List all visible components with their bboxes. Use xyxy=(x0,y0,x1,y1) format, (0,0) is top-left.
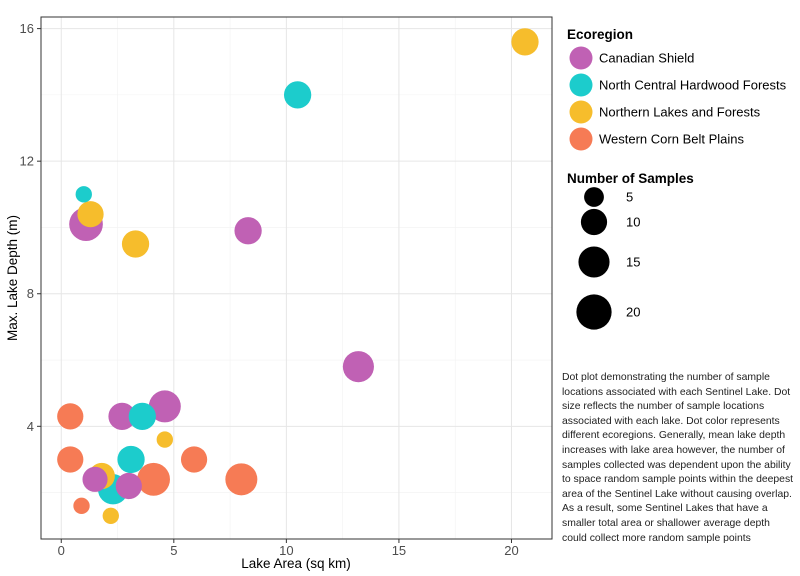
data-point xyxy=(137,462,170,496)
data-point xyxy=(77,201,104,228)
data-point xyxy=(115,472,142,500)
data-point xyxy=(128,402,156,431)
y-tick-label: 16 xyxy=(20,21,34,36)
data-point xyxy=(57,403,84,430)
size-legend-dot xyxy=(576,294,612,330)
data-point xyxy=(121,230,150,258)
color-legend-title: Ecoregion xyxy=(567,27,633,42)
size-legend-dot xyxy=(580,208,608,236)
figure-caption: Dot plot demonstrating the number of sam… xyxy=(562,372,794,544)
x-tick-label: 5 xyxy=(170,543,177,558)
size-legend-dot xyxy=(584,187,604,207)
y-axis-title: Max. Lake Depth (m) xyxy=(5,215,20,341)
size-legend-label: 5 xyxy=(626,190,633,205)
data-point xyxy=(342,351,374,383)
x-tick-label: 10 xyxy=(279,543,293,558)
data-point xyxy=(156,431,173,448)
y-tick-label: 4 xyxy=(27,419,34,434)
size-legend: Number of Samples 5 10 15 20 xyxy=(567,171,694,330)
data-point xyxy=(73,497,90,515)
data-points xyxy=(57,28,539,524)
y-tick-label: 8 xyxy=(27,286,34,301)
data-point xyxy=(117,445,145,474)
x-tick-label: 0 xyxy=(58,543,65,558)
legend-label: North Central Hardwood Forests xyxy=(599,78,787,93)
legend-swatch xyxy=(569,73,593,97)
color-legend: Ecoregion Canadian Shield North Central H… xyxy=(567,27,787,151)
x-tick-label: 15 xyxy=(392,543,406,558)
size-legend-label: 10 xyxy=(626,215,640,230)
axes: 0 5 10 15 20 4 8 12 16 xyxy=(20,21,519,558)
legend-swatch xyxy=(569,127,593,151)
size-legend-dot xyxy=(578,246,610,278)
size-legend-title: Number of Samples xyxy=(567,171,694,186)
y-tick-label: 12 xyxy=(20,154,34,169)
legend-label: Canadian Shield xyxy=(599,51,694,66)
data-point xyxy=(234,217,262,245)
data-point xyxy=(82,466,108,492)
data-point xyxy=(148,390,181,423)
data-point xyxy=(225,463,258,496)
x-axis-title: Lake Area (sq km) xyxy=(241,556,351,571)
legend-swatch xyxy=(569,46,593,70)
data-point xyxy=(108,402,136,431)
grid xyxy=(41,17,552,539)
data-point xyxy=(283,81,312,109)
data-point xyxy=(57,446,84,473)
legend-swatch xyxy=(569,100,593,124)
legend-label: Western Corn Belt Plains xyxy=(599,132,744,147)
x-tick-label: 20 xyxy=(504,543,518,558)
data-point xyxy=(511,28,539,56)
size-legend-label: 15 xyxy=(626,255,640,270)
data-point xyxy=(102,507,119,524)
size-legend-label: 20 xyxy=(626,305,640,320)
legend-label: Northern Lakes and Forests xyxy=(599,105,761,120)
panel-border xyxy=(40,16,553,540)
data-point xyxy=(75,186,92,203)
data-point xyxy=(180,446,208,473)
